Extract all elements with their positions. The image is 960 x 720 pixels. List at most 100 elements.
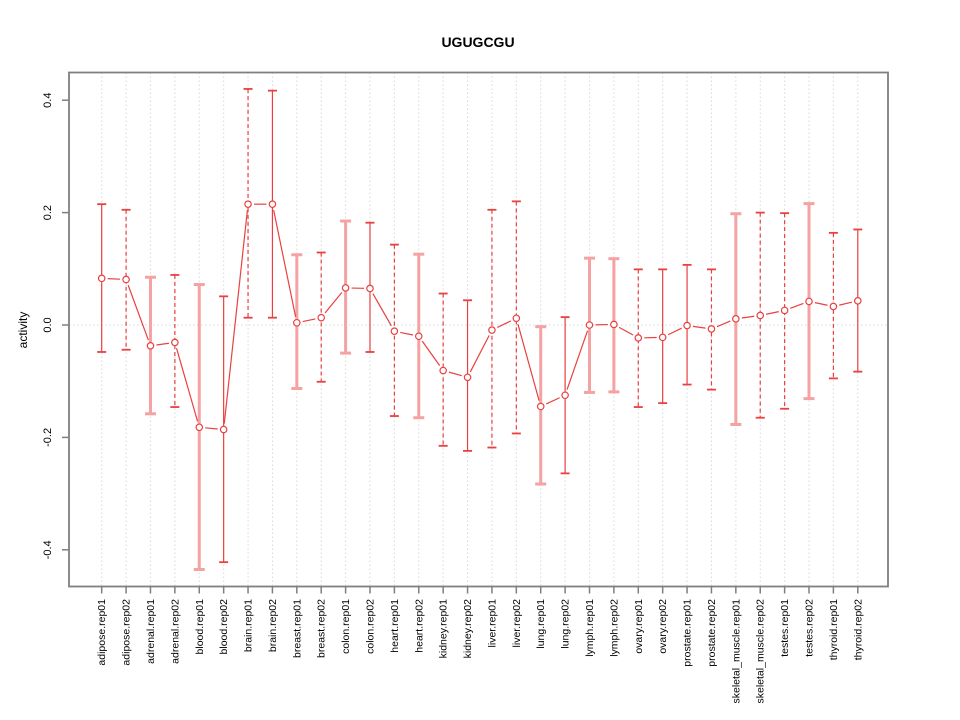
x-tick-label: brain.rep01 bbox=[243, 599, 255, 652]
data-point bbox=[853, 297, 862, 305]
x-tick-label: lymph.rep01 bbox=[584, 599, 596, 657]
x-tick-label: breast.rep02 bbox=[316, 599, 328, 658]
error-bars bbox=[97, 88, 863, 571]
x-tick-label: colon.rep01 bbox=[340, 599, 352, 654]
data-point bbox=[829, 302, 838, 311]
data-point bbox=[293, 318, 301, 327]
x-tick-label: blood.rep02 bbox=[218, 599, 230, 655]
line-segment bbox=[716, 320, 731, 328]
y-tick-label: 0.4 bbox=[42, 93, 54, 108]
y-tick-label: -0.2 bbox=[42, 428, 54, 447]
x-tick-label: lung.rep01 bbox=[535, 599, 547, 649]
x-tick-label: adipose.rep02 bbox=[121, 599, 133, 666]
data-point bbox=[610, 320, 618, 329]
data-point bbox=[341, 284, 350, 292]
line-segment bbox=[400, 331, 414, 336]
data-point bbox=[317, 313, 326, 322]
line-segment bbox=[205, 427, 218, 430]
data-point bbox=[390, 327, 399, 335]
data-point bbox=[683, 321, 691, 330]
x-tick-label: ovary.rep01 bbox=[633, 599, 645, 654]
x-tick-label: lung.rep02 bbox=[560, 599, 572, 649]
data-point bbox=[195, 423, 204, 432]
line-segment bbox=[273, 209, 297, 317]
x-tick-label: thyroid.rep02 bbox=[852, 599, 864, 660]
line-segment bbox=[618, 326, 634, 336]
data-point bbox=[463, 373, 472, 382]
x-tick-label: kidney.rep01 bbox=[438, 599, 450, 659]
data-point bbox=[561, 391, 569, 400]
data-points bbox=[97, 200, 862, 434]
plot-border bbox=[68, 71, 889, 588]
line-segment bbox=[839, 301, 853, 306]
x-tick-label: adrenal.rep01 bbox=[145, 599, 157, 664]
data-point bbox=[122, 275, 130, 284]
line-segment bbox=[324, 292, 343, 314]
line-segment bbox=[372, 293, 392, 327]
line-segment bbox=[765, 311, 779, 315]
line-segment bbox=[667, 327, 682, 336]
line-segment bbox=[175, 348, 199, 422]
x-tick-label: thyroid.rep01 bbox=[828, 599, 840, 660]
x-tick-label: prostate.rep01 bbox=[682, 599, 694, 667]
data-point bbox=[658, 333, 667, 342]
line-segment bbox=[223, 210, 248, 424]
x-tick-label: breast.rep01 bbox=[291, 599, 303, 658]
x-tick-label: colon.rep02 bbox=[364, 599, 376, 654]
line-segment bbox=[497, 320, 512, 328]
data-point bbox=[219, 425, 228, 434]
series-line bbox=[107, 203, 853, 430]
data-point bbox=[414, 332, 423, 341]
x-tick-label: liver.rep01 bbox=[486, 599, 498, 648]
plot-frame bbox=[68, 71, 889, 588]
data-point bbox=[97, 274, 106, 283]
line-segment bbox=[814, 302, 828, 306]
line-segment bbox=[156, 342, 170, 346]
data-point bbox=[512, 314, 521, 323]
data-point bbox=[780, 306, 789, 315]
x-tick-label: testes.rep02 bbox=[804, 599, 816, 657]
x-tick-label: adipose.rep01 bbox=[96, 599, 108, 666]
line-segment bbox=[421, 340, 441, 366]
line-segment bbox=[790, 302, 804, 309]
data-point bbox=[171, 338, 179, 347]
y-tick-label: 0.0 bbox=[42, 317, 54, 332]
axis-ticks-and-labels: -0.4 -0.2 0.0 0.2 0.4 adipose.rep01 adipose.re… bbox=[42, 93, 864, 704]
x-tick-label: brain.rep02 bbox=[267, 599, 279, 652]
line-segment bbox=[545, 397, 560, 405]
line-segment bbox=[302, 318, 316, 323]
data-point bbox=[488, 326, 496, 334]
line-segment bbox=[127, 284, 149, 341]
x-tick-label: prostate.rep02 bbox=[706, 599, 718, 667]
x-tick-label: liver.rep02 bbox=[511, 599, 523, 648]
chart-title: UGUGCGU bbox=[441, 34, 514, 50]
data-point bbox=[805, 297, 813, 306]
data-point bbox=[536, 402, 545, 411]
data-point bbox=[634, 334, 643, 342]
x-tick-label: lymph.rep02 bbox=[608, 599, 620, 657]
line-segment bbox=[469, 335, 490, 373]
data-point bbox=[439, 366, 447, 375]
line-segment bbox=[517, 323, 540, 401]
x-tick-label: testes.rep01 bbox=[779, 599, 791, 657]
x-tick-label: heart.rep01 bbox=[389, 599, 401, 653]
line-segment bbox=[692, 325, 706, 329]
gridlines bbox=[69, 72, 888, 587]
x-tick-label: adrenal.rep02 bbox=[169, 599, 181, 664]
y-tick-label: -0.4 bbox=[42, 540, 54, 559]
data-point bbox=[366, 284, 374, 293]
data-point bbox=[732, 315, 740, 323]
line-segment bbox=[741, 315, 755, 319]
data-point bbox=[146, 341, 155, 350]
data-point bbox=[756, 311, 765, 320]
data-point bbox=[585, 321, 594, 329]
line-segment bbox=[107, 278, 121, 280]
y-tick-label: 0.2 bbox=[42, 205, 54, 220]
y-axis-label: activity bbox=[16, 312, 30, 349]
x-tick-label: skeletal_muscle.rep01 bbox=[730, 599, 742, 704]
x-tick-label: blood.rep01 bbox=[194, 599, 206, 655]
x-tick-label: ovary.rep02 bbox=[657, 599, 669, 654]
x-tick-label: skeletal_muscle.rep02 bbox=[755, 599, 767, 704]
